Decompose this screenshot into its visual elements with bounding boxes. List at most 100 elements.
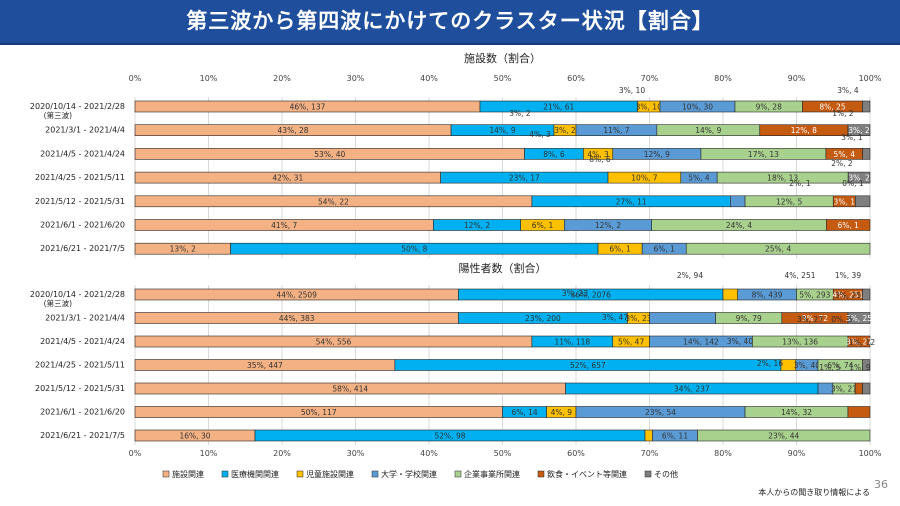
x-tick-label: 40% — [420, 74, 438, 83]
data-label: 3%, 2 — [848, 126, 870, 135]
data-label: 12%, 2 — [464, 221, 490, 230]
category-label: 2020/10/14 - 2021/2/28 — [30, 102, 125, 111]
bar-segment — [730, 195, 746, 208]
legend-swatch — [644, 470, 652, 478]
data-label: 12%, 2 — [595, 221, 621, 230]
x-tick-label: 90% — [788, 74, 806, 83]
data-label: 12%, 8 — [791, 126, 817, 135]
category-label: 2021/5/12 - 2021/5/31 — [35, 384, 125, 393]
data-label: 41%, 7 — [271, 221, 297, 230]
x-tick-label: 20% — [273, 449, 291, 458]
data-label: 44%, 2509 — [276, 291, 317, 300]
data-label: 43%, 28 — [278, 126, 309, 135]
data-label: 36%, 2076 — [570, 291, 611, 300]
data-label: 3%, 10 — [636, 103, 662, 112]
data-label: 3%, 2 — [848, 174, 870, 183]
data-label: 8%, 6 — [543, 150, 565, 159]
category-label: 2021/4/5 - 2021/4/24 — [40, 149, 125, 158]
callout-label: 3%, 23 — [562, 289, 588, 298]
legend-label: 大学・学校関連 — [381, 469, 437, 479]
data-label: 6%, 1 — [837, 221, 859, 230]
page-number: 36 — [874, 478, 888, 491]
callout-label: 8%, 6 — [589, 155, 611, 164]
data-label: 42%, 31 — [272, 174, 303, 183]
data-label: 35%, 447 — [247, 361, 283, 370]
callout-label: 3%, 1 — [841, 133, 863, 142]
data-label: 58%, 414 — [332, 385, 368, 394]
data-label: 3%, 23 — [625, 314, 651, 323]
bar-segment — [847, 124, 871, 136]
bar-segment — [649, 312, 716, 324]
bar-segment — [722, 288, 738, 301]
x-tick-label: 50% — [494, 449, 512, 458]
x-tick-label: 0% — [129, 449, 142, 458]
data-label: 9%, 28 — [756, 103, 782, 112]
x-tick-label: 40% — [420, 449, 438, 458]
x-tick-label: 80% — [714, 74, 732, 83]
data-label: 17%, 13 — [748, 150, 779, 159]
category-sublabel: (第三波) — [44, 298, 72, 308]
data-label: 4%, 251 — [832, 291, 863, 300]
data-label: 6%, 14 — [511, 408, 537, 417]
callout-label: 3%, 25 — [835, 291, 861, 300]
category-label: 2021/6/1 - 2021/6/20 — [40, 221, 125, 230]
data-label: 23%, 17 — [509, 174, 540, 183]
data-label: 21%, 61 — [543, 103, 574, 112]
data-label: 9%, 79 — [736, 314, 762, 323]
callout-label: 3%, 47 — [602, 313, 628, 322]
callout-label: 2%, 1 — [789, 179, 811, 188]
data-label: 5%, 4 — [688, 174, 710, 183]
data-label: 12%, 9 — [644, 150, 670, 159]
category-label: 2021/4/5 - 2021/4/24 — [40, 337, 125, 346]
callout-label: 2%, 94 — [677, 271, 703, 280]
legend-swatch — [296, 470, 304, 478]
data-label: 4%, 3 — [587, 150, 609, 159]
legend-label: その他 — [654, 469, 678, 479]
callout-label: 1%, 9 — [849, 363, 871, 372]
category-label: 2021/6/1 - 2021/6/20 — [40, 408, 125, 417]
data-label: 23%, 200 — [525, 314, 561, 323]
panel-title: 陽性者数（割合） — [459, 261, 547, 275]
bar-segment — [644, 429, 653, 442]
category-label: 2021/3/1 - 2021/4/4 — [45, 314, 125, 323]
callout-label: 1%, 5 — [819, 363, 841, 372]
data-label: 23%, 54 — [645, 408, 676, 417]
x-tick-label: 20% — [273, 74, 291, 83]
callout-label: 3%, 27 — [797, 315, 823, 324]
data-label: 6%, 1 — [532, 221, 554, 230]
data-label: 54%, 556 — [316, 338, 352, 347]
data-label: 14%, 142 — [683, 338, 719, 347]
legend-label: 企業事業所関連 — [464, 469, 520, 479]
callout-label: 2%, 16 — [757, 359, 783, 368]
data-label: 50%, 117 — [301, 408, 337, 417]
bar-segment — [847, 171, 871, 184]
data-label: 46%, 137 — [290, 103, 326, 112]
callout-label: 3%, 2 — [509, 109, 531, 118]
bar-segment — [862, 359, 871, 371]
legend-swatch — [454, 470, 462, 478]
callout-label: 3%, 4 — [837, 86, 859, 95]
data-label: 13%, 136 — [782, 338, 818, 347]
data-label: 10%, 7 — [631, 174, 657, 183]
legend-swatch — [221, 470, 229, 478]
data-label: 3%, 27 — [846, 338, 872, 347]
legend-swatch — [537, 470, 545, 478]
legend-label: 医療機関関連 — [231, 469, 279, 479]
x-tick-label: 30% — [347, 449, 365, 458]
panel-title: 施設数（割合） — [464, 51, 541, 65]
data-label: 3%, 2 — [554, 126, 576, 135]
legend-swatch — [371, 470, 379, 478]
slide-title: 第三波から第四波にかけてのクラスター状況【割合】 — [186, 9, 714, 33]
x-tick-label: 90% — [788, 449, 806, 458]
data-label: 34%, 237 — [674, 385, 710, 394]
data-label: 10%, 30 — [682, 103, 713, 112]
data-label: 14%, 9 — [695, 126, 721, 135]
bar-segment — [697, 429, 871, 442]
data-label: 23%, 44 — [768, 432, 799, 441]
data-label: 53%, 40 — [314, 150, 345, 159]
x-tick-label: 100% — [859, 449, 882, 458]
legend-label: 飲食・イベント等関連 — [547, 469, 627, 479]
bar-segment — [862, 100, 871, 113]
data-label: 3%, 25 — [846, 314, 872, 323]
